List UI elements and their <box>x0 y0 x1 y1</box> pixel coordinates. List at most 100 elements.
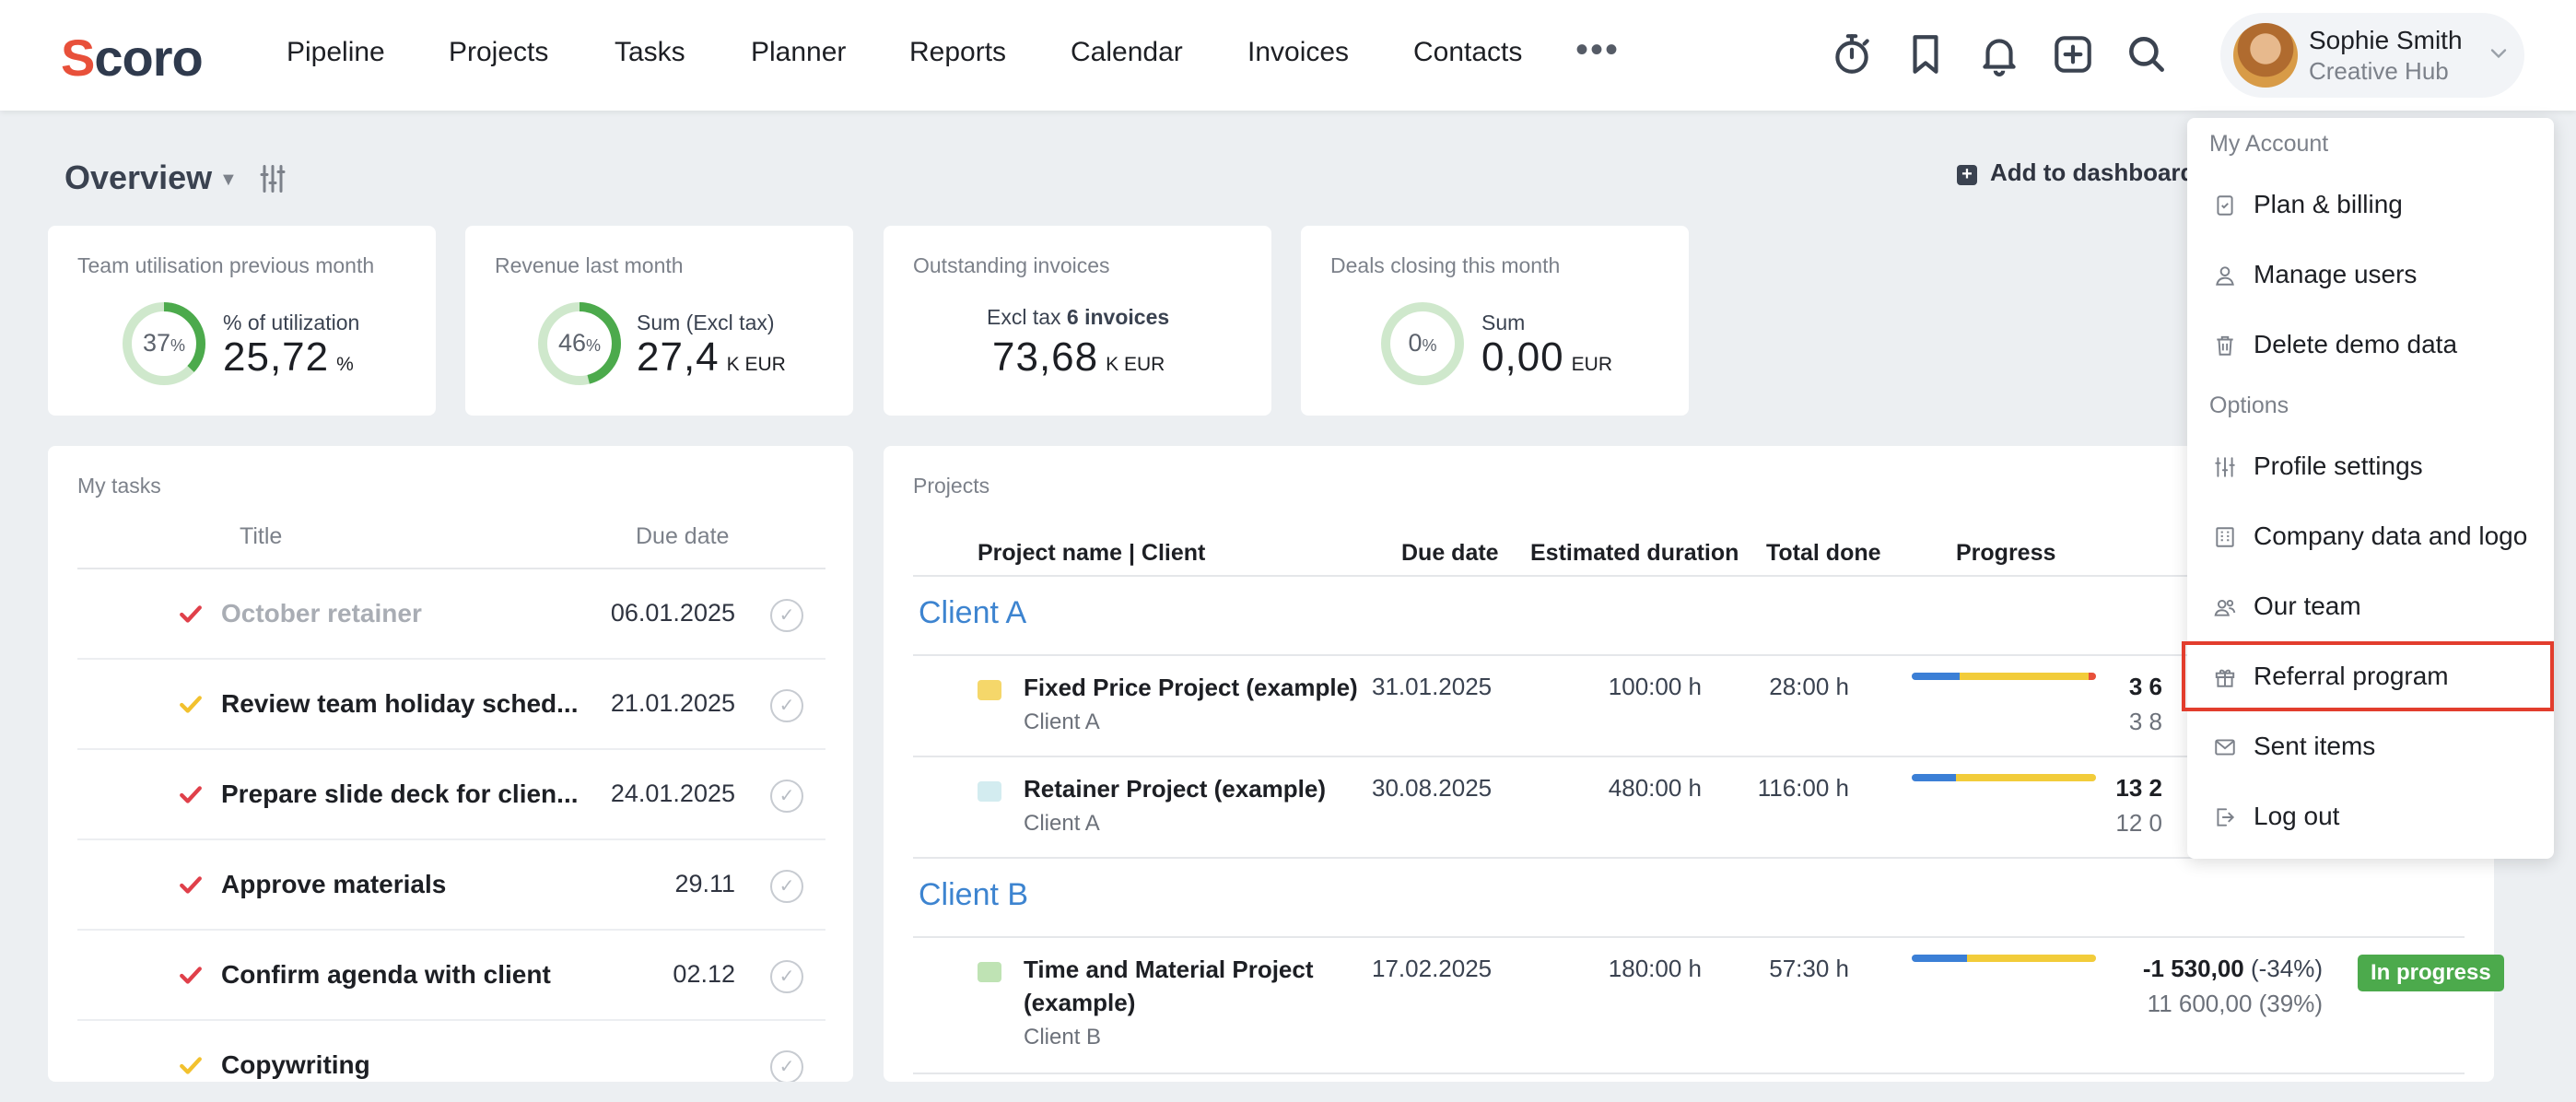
menu-item-manage-users[interactable]: Manage users <box>2187 240 2554 310</box>
task-row[interactable]: Confirm agenda with client 02.12 ✓ <box>77 931 825 1021</box>
column-header-project-name[interactable]: Project name | Client <box>978 540 1206 566</box>
nav-invoices[interactable]: Invoices <box>1247 37 1350 67</box>
project-due-date: 31.01.2025 <box>1372 673 1493 700</box>
menu-item-log-out[interactable]: Log out <box>2187 781 2554 851</box>
progress-segment-red <box>2089 673 2096 680</box>
scoro-logo[interactable]: Scoro <box>61 29 204 87</box>
nav-calendar[interactable]: Calendar <box>1071 37 1183 67</box>
stat-sub-label: Excl tax 6 invoices <box>987 305 1170 329</box>
bell-icon[interactable] <box>1976 31 2022 77</box>
card-label: Outstanding invoices <box>913 253 1110 277</box>
chevron-down-icon <box>2486 41 2512 66</box>
task-row[interactable]: October retainer 06.01.2025 ✓ <box>77 569 825 660</box>
menu-item-label: Delete demo data <box>2254 330 2458 358</box>
task-row[interactable]: Approve materials 29.11 ✓ <box>77 840 825 931</box>
caret-down-icon[interactable]: ▼ <box>219 170 238 190</box>
task-title[interactable]: Confirm agenda with client <box>221 960 551 989</box>
add-to-dashboard-button[interactable]: + Add to dashboard <box>1957 158 2195 187</box>
nav-projects[interactable]: Projects <box>449 37 549 67</box>
task-title[interactable]: Approve materials <box>221 870 447 898</box>
user-icon <box>2216 266 2234 286</box>
red-check-icon <box>180 605 202 623</box>
complete-task-checkbox[interactable]: ✓ <box>770 960 803 993</box>
utilisation-card[interactable]: Team utilisation previous month 37% % of… <box>48 226 436 416</box>
task-row[interactable]: Prepare slide deck for clien... 24.01.20… <box>77 750 825 840</box>
menu-item-referral-program[interactable]: Referral program <box>2182 641 2554 711</box>
refresh-icon <box>978 781 1001 802</box>
menu-item-label: Company data and logo <box>2254 522 2528 550</box>
add-to-dashboard-label: Add to dashboard <box>1990 158 2195 186</box>
stopwatch-icon[interactable] <box>1829 31 1875 77</box>
column-header-title[interactable]: Title <box>240 523 283 549</box>
task-due-date: 21.01.2025 <box>610 689 735 717</box>
panel-title: Projects <box>913 474 990 498</box>
project-estimated-duration: 480:00 h <box>1608 774 1702 802</box>
column-header-due-date[interactable]: Due date <box>1401 540 1499 566</box>
more-menu-icon[interactable]: ••• <box>1575 29 1621 70</box>
utilisation-ring: 37% <box>122 301 206 386</box>
progress-segment-yellow <box>1956 774 2096 781</box>
divider <box>913 654 2465 656</box>
outstanding-invoices-card[interactable]: Outstanding invoices Excl tax 6 invoices… <box>884 226 1271 416</box>
column-header-estimated-duration[interactable]: Estimated duration <box>1530 540 1739 566</box>
menu-item-sent-items[interactable]: Sent items <box>2187 711 2554 781</box>
nav-tasks[interactable]: Tasks <box>615 37 685 67</box>
bookmark-icon[interactable] <box>1903 31 1949 77</box>
menu-item-plan-billing[interactable]: Plan & billing <box>2187 170 2554 240</box>
nav-pipeline[interactable]: Pipeline <box>287 37 385 67</box>
task-title[interactable]: Prepare slide deck for clien... <box>221 780 579 808</box>
complete-task-checkbox[interactable]: ✓ <box>770 1050 803 1082</box>
complete-task-checkbox[interactable]: ✓ <box>770 870 803 903</box>
project-client[interactable]: Client A <box>1024 811 1100 836</box>
nav-planner[interactable]: Planner <box>751 37 847 67</box>
task-due-date: 24.01.2025 <box>610 780 735 807</box>
revenue-card[interactable]: Revenue last month 46% Sum (Excl tax) 27… <box>465 226 853 416</box>
team-icon <box>2214 599 2236 616</box>
complete-task-checkbox[interactable]: ✓ <box>770 689 803 722</box>
project-profit: -1 530,00 (-34%) <box>2142 955 2323 982</box>
menu-item-profile-settings[interactable]: Profile settings <box>2187 431 2554 501</box>
project-total-done: 28:00 h <box>1769 673 1849 700</box>
column-header-due-date[interactable]: Due date <box>636 523 730 549</box>
task-due-date: 29.11 <box>674 870 735 897</box>
top-navigation-bar: Scoro Pipeline Projects Tasks Planner Re… <box>0 0 2576 111</box>
menu-item-label: Referral program <box>2254 662 2449 690</box>
menu-item-company-data[interactable]: Company data and logo <box>2187 501 2554 571</box>
page-title[interactable]: Overview <box>64 158 213 196</box>
project-name[interactable]: Time and Material Project (example) <box>1024 955 1314 1016</box>
search-icon[interactable] <box>2124 31 2170 77</box>
add-icon[interactable] <box>2050 31 2096 77</box>
column-header-progress[interactable]: Progress <box>1956 540 2056 566</box>
project-profit: 3 6 <box>2128 673 2162 700</box>
project-name[interactable]: Fixed Price Project (example) <box>1024 674 1358 701</box>
project-client[interactable]: Client B <box>1024 1025 1102 1049</box>
menu-item-our-team[interactable]: Our team <box>2187 571 2554 641</box>
deals-closing-card[interactable]: Deals closing this month 0% Sum 0,00 EUR <box>1301 226 1689 416</box>
column-header-total-done[interactable]: Total done <box>1766 540 1881 566</box>
filter-sliders-icon[interactable] <box>256 162 289 195</box>
stat-sub-label: % of utilization <box>223 311 360 334</box>
project-name[interactable]: Retainer Project (example) <box>1024 775 1327 803</box>
client-group-heading[interactable]: Client A <box>919 595 1027 630</box>
divider <box>913 857 2465 859</box>
briefcase-icon <box>978 680 1001 700</box>
task-row[interactable]: Review team holiday sched... 21.01.2025 … <box>77 660 825 750</box>
complete-task-checkbox[interactable]: ✓ <box>770 599 803 632</box>
ring-value: 37% <box>142 329 186 357</box>
task-title[interactable]: October retainer <box>221 599 422 627</box>
progress-segment-blue <box>1912 774 1956 781</box>
avatar <box>2233 23 2298 88</box>
menu-item-delete-demo-data[interactable]: Delete demo data <box>2187 310 2554 380</box>
billing-icon <box>2217 195 2233 216</box>
deals-ring: 0% <box>1380 301 1465 386</box>
complete-task-checkbox[interactable]: ✓ <box>770 780 803 813</box>
client-group-heading[interactable]: Client B <box>919 877 1029 912</box>
task-title[interactable]: Review team holiday sched... <box>221 689 579 718</box>
nav-reports[interactable]: Reports <box>909 37 1007 67</box>
user-menu-button[interactable]: Sophie Smith Creative Hub <box>2220 13 2524 98</box>
project-progress-bar <box>1912 774 2096 781</box>
task-title[interactable]: Copywriting <box>221 1050 370 1079</box>
project-client[interactable]: Client A <box>1024 709 1100 734</box>
task-row[interactable]: Copywriting ✓ <box>77 1021 825 1082</box>
nav-contacts[interactable]: Contacts <box>1413 37 1523 67</box>
